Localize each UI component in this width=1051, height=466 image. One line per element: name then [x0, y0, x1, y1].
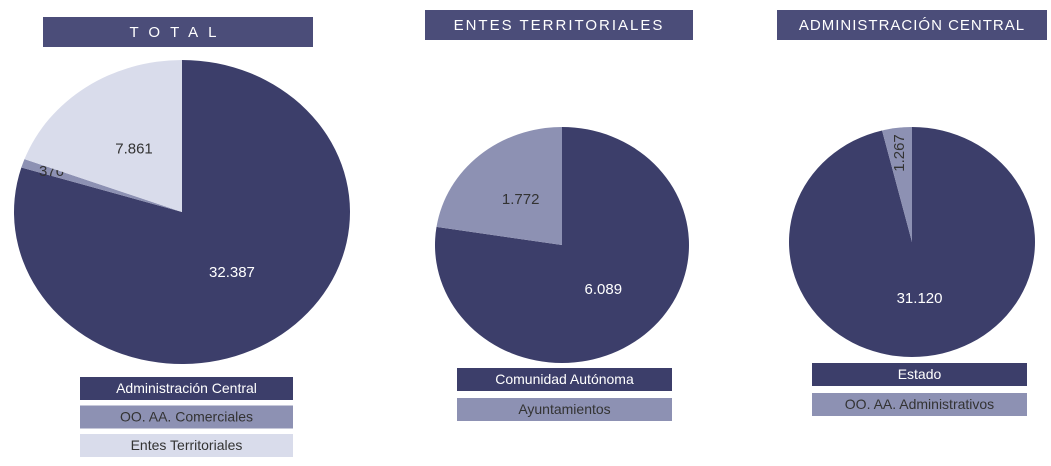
data-label: 6.089: [585, 281, 623, 298]
legend-swatch: [80, 377, 293, 400]
data-label: 31.120: [897, 290, 943, 307]
legend-label: OO. AA. Comerciales: [120, 409, 253, 425]
legend-label: OO. AA. Administrativos: [845, 396, 994, 412]
data-label: 1.267: [891, 134, 908, 172]
pie-slice: [13, 60, 351, 365]
legend-swatch: [812, 393, 1027, 416]
chart-title: ENTES TERRITORIALES: [454, 17, 665, 34]
chart-title: ADMINISTRACIÓN CENTRAL: [799, 17, 1025, 34]
pie-slice: [24, 60, 182, 212]
legend-swatch: [457, 398, 672, 421]
legend-swatch: [457, 368, 672, 391]
pie-slice: [436, 127, 562, 245]
title-box: [425, 10, 693, 40]
legend-label: Comunidad Autónoma: [495, 371, 634, 387]
data-label: 1.772: [502, 191, 540, 208]
legend-swatch: [80, 434, 293, 457]
title-box: [43, 17, 313, 47]
legend-label: Estado: [898, 366, 942, 382]
pie-slice: [21, 159, 182, 212]
legend-label: Ayuntamientos: [518, 401, 610, 417]
pie-slice: [882, 127, 912, 242]
legend-swatch: [80, 405, 293, 429]
title-box: [777, 10, 1047, 40]
legend-swatch: [812, 363, 1027, 386]
data-label: 32.387: [209, 264, 255, 281]
legend-label: Administración Central: [116, 380, 257, 396]
chart-title: TOTAL: [130, 24, 227, 41]
legend-label: Entes Territoriales: [131, 437, 243, 453]
data-label: 7.861: [115, 141, 153, 158]
